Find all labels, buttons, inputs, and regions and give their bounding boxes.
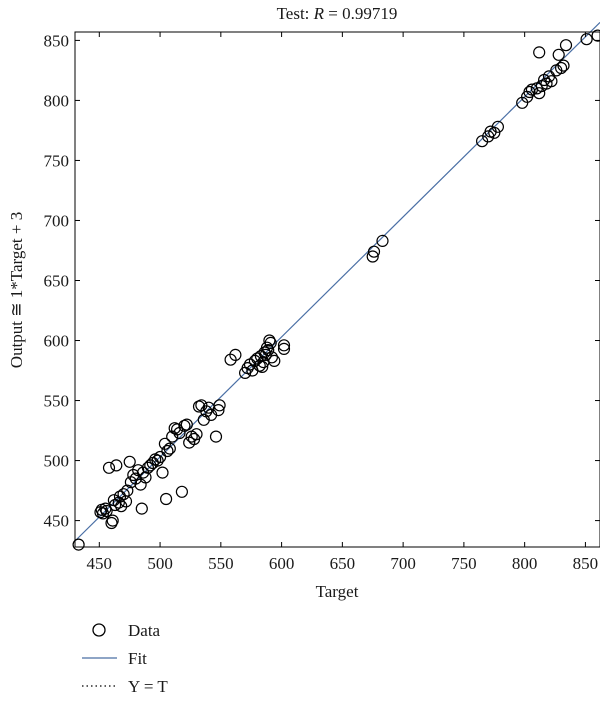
y-axis-label: Output ≅ 1*Target + 3 [7,212,26,368]
data-point [225,354,236,365]
x-axis-label: Target [316,582,359,601]
legend-identity-label: Y = T [128,677,168,696]
y-tick-label: 500 [44,452,70,471]
y-tick-label: 850 [44,31,70,50]
x-tick-label: 450 [87,554,113,573]
legend-data-label: Data [128,621,161,640]
x-tick-label: 850 [573,554,599,573]
y-tick-label: 550 [44,392,70,411]
x-axis-ticks: 450 500 550 600 650 700 750 800 850 [87,32,599,573]
data-point [162,446,173,457]
data-point [561,40,572,51]
chart-title: Test: R = 0.99719 [277,4,398,23]
y-tick-label: 450 [44,512,70,531]
data-points-layer [73,30,600,550]
y-axis-ticks: 450 500 550 600 650 700 750 800 850 [44,31,600,530]
data-point [211,431,222,442]
data-point [157,467,168,478]
data-point [161,494,172,505]
fit-line-layer [75,22,600,541]
y-tick-label: 800 [44,91,70,110]
legend: Data Fit Y = T [82,621,168,696]
x-tick-label: 750 [451,554,477,573]
data-point [176,486,187,497]
data-point [136,503,147,514]
x-tick-label: 650 [330,554,356,573]
x-tick-label: 550 [208,554,234,573]
y-tick-label: 600 [44,332,70,351]
data-point [104,462,115,473]
data-point [269,355,280,366]
legend-fit-label: Fit [128,649,147,668]
data-point [124,456,135,467]
x-tick-label: 600 [269,554,295,573]
data-point [534,47,545,58]
x-tick-label: 500 [147,554,173,573]
y-tick-label: 650 [44,271,70,290]
y-tick-label: 750 [44,151,70,170]
data-point [553,49,564,60]
legend-data-marker [93,624,105,636]
data-point [230,349,241,360]
x-tick-label: 700 [390,554,416,573]
y-tick-label: 700 [44,211,70,230]
x-tick-label: 800 [512,554,538,573]
fit-line [75,22,600,541]
data-point [111,460,122,471]
